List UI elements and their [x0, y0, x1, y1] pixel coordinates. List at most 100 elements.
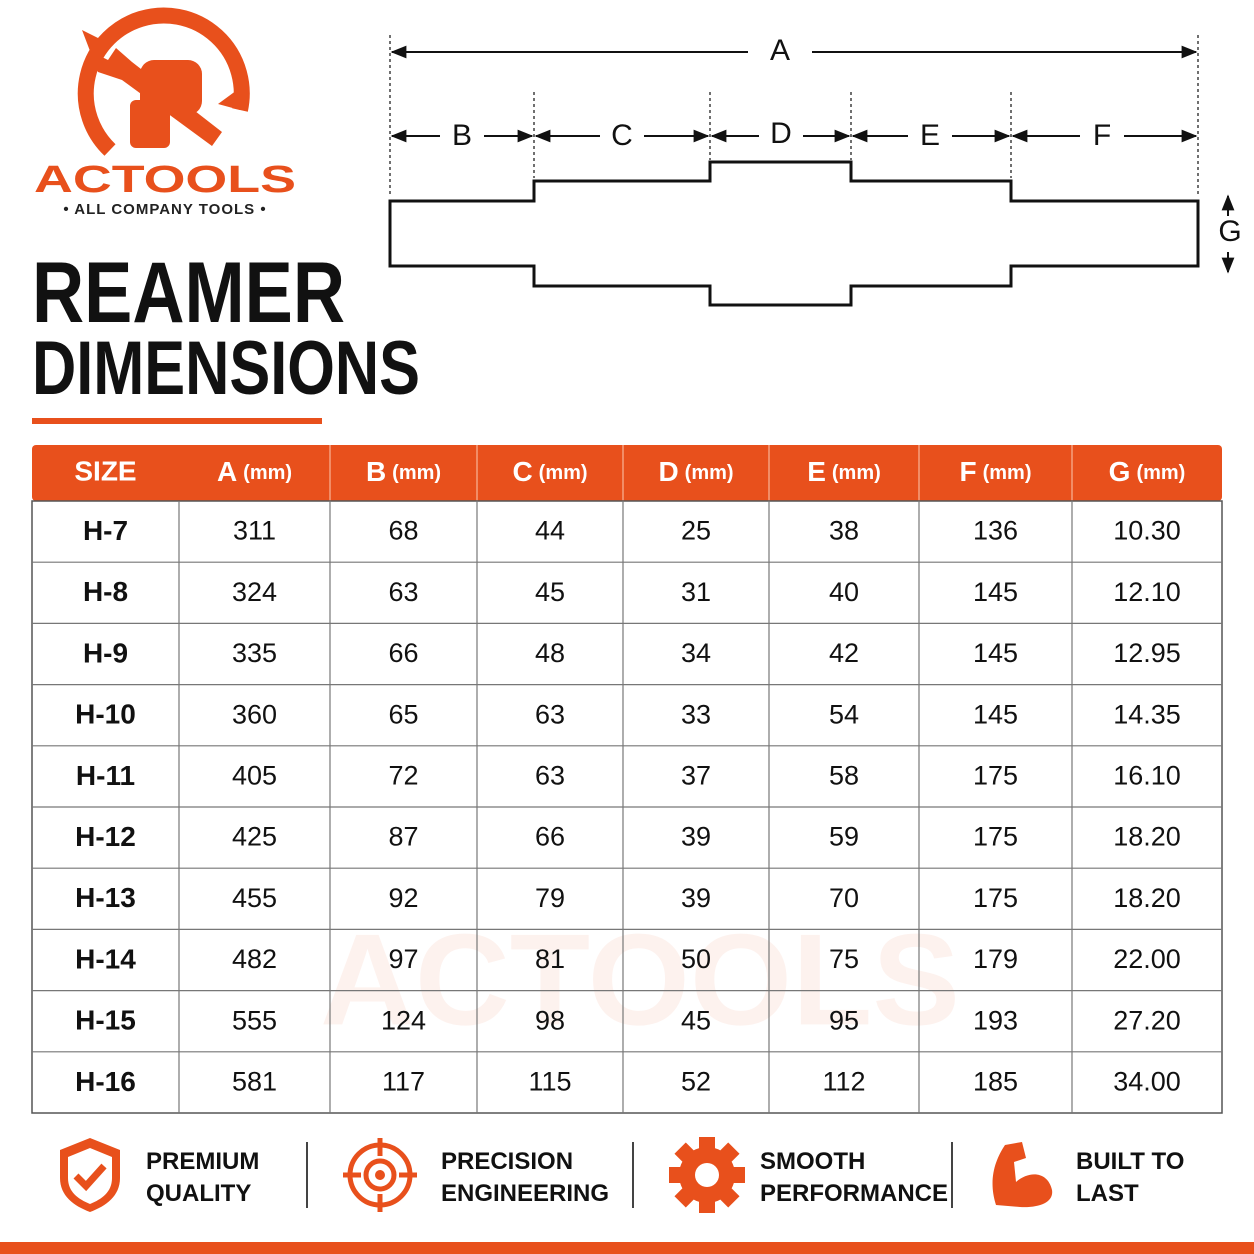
table-cell: 58 — [829, 761, 859, 791]
table-cell: 12.95 — [1113, 638, 1181, 668]
table-cell: 45 — [681, 1005, 711, 1035]
table-cell: 42 — [829, 638, 859, 668]
table-cell: 39 — [681, 822, 711, 852]
table-cell: 117 — [382, 1067, 425, 1097]
table-cell: 92 — [388, 883, 418, 913]
table-cell: 54 — [829, 699, 859, 729]
header-cell: SIZE — [74, 455, 136, 486]
table-cell: 98 — [535, 1005, 565, 1035]
table-cell: 70 — [829, 883, 859, 913]
size-cell: H-7 — [83, 515, 128, 546]
table-cell: 405 — [232, 761, 277, 791]
header-unit: (mm) — [685, 462, 734, 484]
header-unit: (mm) — [243, 462, 292, 484]
table-cell: 425 — [232, 822, 277, 852]
table-cell: 65 — [388, 699, 418, 729]
table-cell: 115 — [528, 1067, 571, 1097]
table-cell: 185 — [973, 1067, 1018, 1097]
table-cell: 27.20 — [1113, 1005, 1181, 1035]
header-unit: (mm) — [832, 462, 881, 484]
table-cell: 145 — [973, 699, 1018, 729]
table-cell: 10.30 — [1113, 516, 1181, 546]
header-letter: A — [217, 456, 237, 487]
table-cell: 12.10 — [1113, 577, 1181, 607]
dimension-label: G — [1218, 215, 1241, 248]
table-cell: 18.20 — [1113, 883, 1181, 913]
title-underline — [32, 418, 322, 424]
table-cell: 175 — [973, 761, 1018, 791]
logo — [77, 7, 250, 156]
header-cell: C (mm) — [512, 456, 587, 487]
header-letter: G — [1109, 456, 1131, 487]
table-cell: 40 — [829, 577, 859, 607]
table-cell: 145 — [973, 577, 1018, 607]
table-cell: 63 — [535, 761, 565, 791]
table-cell: 97 — [388, 944, 418, 974]
table-cell: 44 — [535, 516, 565, 546]
header-letter: C — [512, 456, 532, 487]
feature-text: BUILT TO — [1076, 1148, 1184, 1175]
header-letter: B — [366, 456, 386, 487]
table-cell: 33 — [681, 699, 711, 729]
table-cell: 14.35 — [1113, 699, 1181, 729]
size-cell: H-14 — [75, 943, 136, 974]
table-cell: 39 — [681, 883, 711, 913]
table-cell: 66 — [388, 638, 418, 668]
feature-text: QUALITY — [146, 1180, 251, 1207]
header-letter: F — [960, 456, 977, 487]
dimension-label: D — [770, 117, 792, 150]
title-line: REAMER — [32, 245, 345, 341]
feature-text: ENGINEERING — [441, 1180, 609, 1207]
header-unit: (mm) — [983, 462, 1032, 484]
table-cell: 175 — [973, 883, 1018, 913]
size-cell: H-11 — [76, 760, 135, 791]
table-cell: 16.10 — [1113, 761, 1181, 791]
table-cell: 37 — [681, 761, 711, 791]
table-cell: 50 — [681, 944, 711, 974]
table-cell: 179 — [973, 944, 1018, 974]
table-cell: 175 — [973, 822, 1018, 852]
table-cell: 59 — [829, 822, 859, 852]
table-header — [32, 445, 1222, 501]
table-cell: 455 — [232, 883, 277, 913]
header-unit: (mm) — [392, 462, 441, 484]
table-cell: 555 — [232, 1005, 277, 1035]
header-unit: (mm) — [1136, 462, 1185, 484]
dimension-table: ACTOOLS SIZE A (mm) B (mm) C (mm) D (mm) E (mm) F (m… — [31, 445, 1223, 1114]
brand-tagline: • ALL COMPANY TOOLS • — [63, 201, 266, 218]
header-cell: A (mm) — [217, 456, 292, 487]
feature-text: PRECISION — [441, 1148, 573, 1175]
size-cell: H-13 — [75, 882, 136, 913]
table-cell: 63 — [388, 577, 418, 607]
table-cell: 34.00 — [1113, 1067, 1181, 1097]
table-cell: 79 — [535, 883, 565, 913]
table-cell: 48 — [535, 638, 565, 668]
size-cell: H-12 — [75, 821, 136, 852]
header-letter: D — [658, 456, 678, 487]
watermark: ACTOOLS — [320, 906, 960, 1052]
table-cell: 34 — [681, 638, 711, 668]
header-cell: B (mm) — [366, 456, 441, 487]
table-cell: 112 — [822, 1067, 865, 1097]
table-cell: 38 — [829, 516, 859, 546]
dimension-label: B — [452, 119, 472, 152]
table-cell: 66 — [535, 822, 565, 852]
dimension-label: C — [611, 119, 633, 152]
features — [60, 1137, 1053, 1213]
table-cell: 193 — [973, 1005, 1018, 1035]
feature-text: PERFORMANCE — [760, 1180, 948, 1207]
dimension-label: A — [770, 34, 790, 67]
table-cell: 75 — [829, 944, 859, 974]
header-cell: E (mm) — [807, 456, 881, 487]
bottom-bar — [0, 1242, 1254, 1254]
table-cell: 45 — [535, 577, 565, 607]
size-cell: H-10 — [75, 699, 136, 730]
header-cell: F (mm) — [960, 456, 1032, 487]
table-cell: 311 — [233, 516, 276, 546]
size-cell: H-16 — [75, 1066, 136, 1097]
header-cell: D (mm) — [658, 456, 733, 487]
dimension-label: E — [920, 119, 940, 152]
size-cell: H-15 — [75, 1005, 136, 1036]
table-cell: 81 — [535, 944, 565, 974]
